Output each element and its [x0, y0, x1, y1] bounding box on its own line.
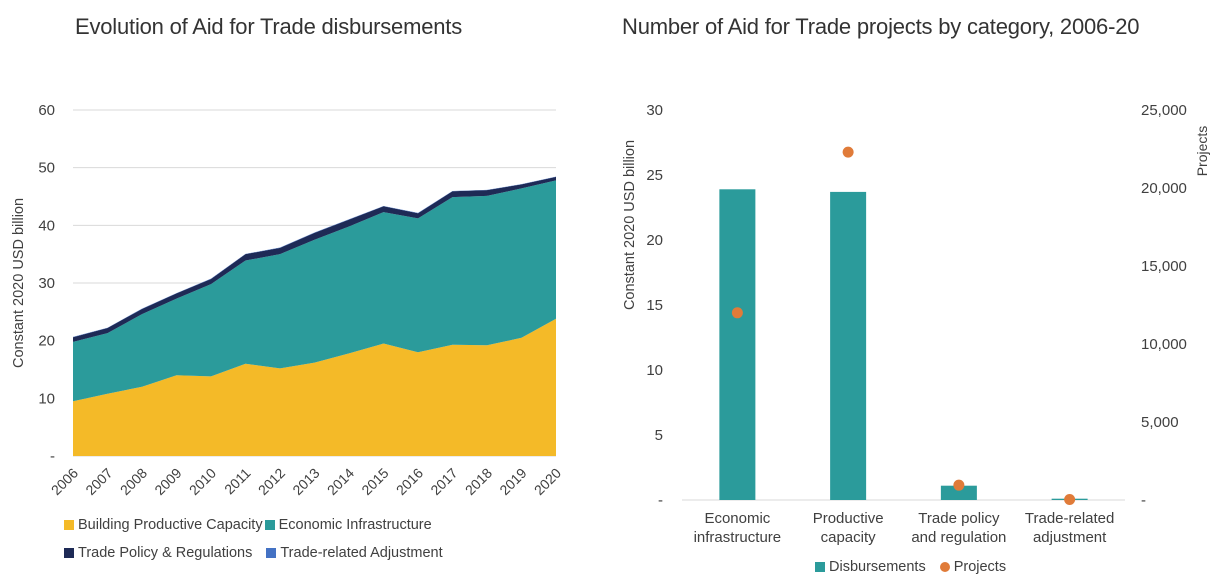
left-legend: Building Productive Capacity Economic In… [64, 517, 432, 533]
x-category-label: Trade-related [1025, 510, 1115, 527]
y-tick-label: 30 [646, 102, 663, 119]
y-tick-label: 15 [646, 297, 663, 314]
x-category-label: capacity [821, 529, 877, 546]
y2-tick-label: 5,000 [1141, 414, 1179, 431]
x-category-label: Economic [704, 510, 770, 527]
bar-disbursements [719, 189, 756, 501]
x-category-label: Trade policy [918, 510, 1000, 527]
legend-marker-projects [939, 562, 950, 572]
area-series-3 [73, 176, 556, 342]
y-tick-label: 40 [38, 217, 55, 234]
right-chart-title: Number of Aid for Trade projects by cate… [622, 14, 1140, 39]
legend-label-trade-policy: Trade Policy & Regulations [78, 545, 253, 561]
point-projects [953, 479, 965, 491]
legend-swatch-disbursements [815, 562, 825, 572]
legend-label-disbursements: Disbursements [829, 559, 926, 575]
x-category-label: and regulation [911, 529, 1006, 546]
y-axis-title: Constant 2020 USD billion [622, 140, 638, 310]
legend-swatch-building-productive-capacity [64, 520, 74, 530]
y2-tick-label: 15,000 [1141, 258, 1187, 275]
legend-swatch-economic-infrastructure [264, 520, 275, 530]
legend-label-building-productive-capacity: Building Productive Capacity [78, 517, 263, 533]
y2-tick-label: 20,000 [1141, 180, 1187, 197]
x-category-label: Productive [813, 510, 884, 527]
bar-disbursements [830, 191, 867, 500]
area-series-1 [73, 318, 556, 456]
y-tick-label: - [658, 492, 663, 509]
bar-disbursements [940, 485, 977, 500]
area-series-2 [73, 180, 556, 402]
point-projects [842, 146, 854, 158]
y-tick-label: 20 [646, 232, 663, 249]
x-category-label: adjustment [1033, 529, 1107, 546]
left-chart-title: Evolution of Aid for Trade disbursements [75, 14, 462, 39]
y-tick-label: 10 [646, 362, 663, 379]
legend-label-projects: Projects [953, 559, 1007, 575]
point-projects [731, 307, 743, 319]
y2-tick-label: 10,000 [1141, 336, 1187, 353]
y-tick-label: - [50, 448, 55, 465]
legend-label-economic-infrastructure: Economic Infrastructure [278, 517, 432, 533]
y2-tick-label: 25,000 [1141, 102, 1187, 119]
x-category-label: infrastructure [694, 529, 782, 546]
legend-label-trade-adjustment: Trade-related Adjustment [280, 545, 443, 561]
y-tick-label: 25 [646, 167, 663, 184]
legend-swatch-trade-adjustment [266, 548, 277, 558]
y2-tick-label: - [1141, 492, 1146, 509]
y-tick-label: 10 [38, 390, 55, 407]
y-tick-label: 20 [38, 333, 55, 350]
left-legend-row2: Trade Policy & Regulations Trade-related… [64, 545, 443, 561]
y-tick-label: 5 [655, 427, 663, 444]
right-legend: Disbursements Projects [815, 559, 1006, 575]
y-tick-label: 50 [38, 160, 55, 177]
y-tick-label: 60 [38, 102, 55, 119]
y2-axis-title: Projects [1194, 126, 1210, 177]
y-tick-label: 30 [38, 275, 55, 292]
legend-swatch-trade-policy [64, 548, 74, 558]
y-axis-title: Constant 2020 USD billion [11, 198, 27, 368]
point-projects [1064, 494, 1076, 506]
